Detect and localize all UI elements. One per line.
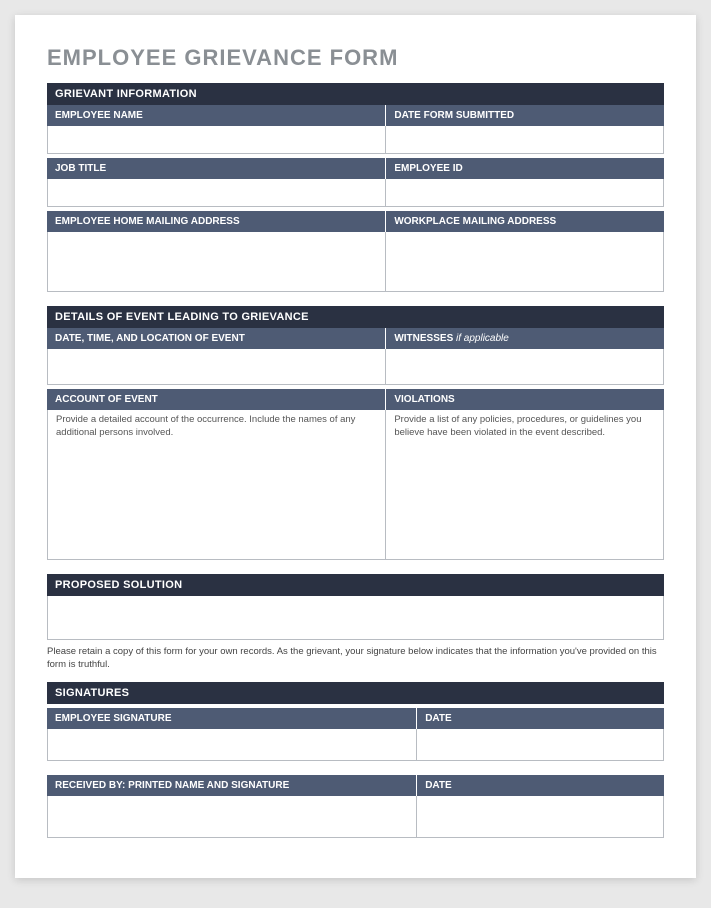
sig-row2-cells [47, 796, 664, 838]
label-employee-name: EMPLOYEE NAME [47, 105, 386, 126]
grievant-row3-headers: EMPLOYEE HOME MAILING ADDRESS WORKPLACE … [47, 211, 664, 232]
label-employee-id: EMPLOYEE ID [386, 158, 664, 179]
grievant-row1-cells [47, 126, 664, 154]
sig-row1-cells [47, 729, 664, 761]
input-witnesses[interactable] [386, 349, 664, 385]
input-date-submitted[interactable] [386, 126, 664, 154]
label-witnesses: WITNESSES if applicable [386, 328, 664, 349]
details-row1-headers: DATE, TIME, AND LOCATION OF EVENT WITNES… [47, 328, 664, 349]
input-home-address[interactable] [47, 232, 386, 292]
label-sig-date-1: DATE [417, 708, 664, 729]
input-account-of-event[interactable]: Provide a detailed account of the occurr… [47, 410, 386, 560]
label-account-of-event: ACCOUNT OF EVENT [47, 389, 386, 410]
section-details-header: DETAILS OF EVENT LEADING TO GRIEVANCE [47, 306, 664, 328]
details-row2-headers: ACCOUNT OF EVENT VIOLATIONS [47, 389, 664, 410]
instruction-account: Provide a detailed account of the occurr… [56, 414, 377, 440]
form-page: EMPLOYEE GRIEVANCE FORM GRIEVANT INFORMA… [15, 15, 696, 878]
label-sig-date-2: DATE [417, 775, 664, 796]
label-home-address: EMPLOYEE HOME MAILING ADDRESS [47, 211, 386, 232]
label-witnesses-suffix: if applicable [453, 333, 509, 344]
input-violations[interactable]: Provide a list of any policies, procedur… [386, 410, 664, 560]
sig-row1-headers: EMPLOYEE SIGNATURE DATE [47, 708, 664, 729]
input-sig-date-1[interactable] [417, 729, 664, 761]
instruction-violations: Provide a list of any policies, procedur… [394, 414, 655, 440]
proposed-cell-row [47, 596, 664, 640]
input-employee-signature[interactable] [47, 729, 417, 761]
input-workplace-address[interactable] [386, 232, 664, 292]
sig-row2-headers: RECEIVED BY: PRINTED NAME AND SIGNATURE … [47, 775, 664, 796]
label-employee-signature: EMPLOYEE SIGNATURE [47, 708, 417, 729]
grievant-row2-cells [47, 179, 664, 207]
input-date-time-location[interactable] [47, 349, 386, 385]
input-job-title[interactable] [47, 179, 386, 207]
grievant-row1-headers: EMPLOYEE NAME DATE FORM SUBMITTED [47, 105, 664, 126]
label-witnesses-main: WITNESSES [394, 333, 453, 344]
label-violations: VIOLATIONS [386, 389, 664, 410]
details-row2-cells: Provide a detailed account of the occurr… [47, 410, 664, 560]
section-signatures-header: SIGNATURES [47, 682, 664, 704]
input-received-by[interactable] [47, 796, 417, 838]
grievant-row2-headers: JOB TITLE EMPLOYEE ID [47, 158, 664, 179]
label-job-title: JOB TITLE [47, 158, 386, 179]
form-title: EMPLOYEE GRIEVANCE FORM [47, 45, 664, 71]
section-grievant-header: GRIEVANT INFORMATION [47, 83, 664, 105]
label-date-submitted: DATE FORM SUBMITTED [386, 105, 664, 126]
disclaimer-text: Please retain a copy of this form for yo… [47, 646, 664, 672]
input-employee-id[interactable] [386, 179, 664, 207]
label-received-by: RECEIVED BY: PRINTED NAME AND SIGNATURE [47, 775, 417, 796]
section-proposed-header: PROPOSED SOLUTION [47, 574, 664, 596]
label-workplace-address: WORKPLACE MAILING ADDRESS [386, 211, 664, 232]
grievant-row3-cells [47, 232, 664, 292]
input-employee-name[interactable] [47, 126, 386, 154]
input-proposed-solution[interactable] [47, 596, 664, 640]
details-row1-cells [47, 349, 664, 385]
input-sig-date-2[interactable] [417, 796, 664, 838]
label-date-time-location: DATE, TIME, AND LOCATION OF EVENT [47, 328, 386, 349]
